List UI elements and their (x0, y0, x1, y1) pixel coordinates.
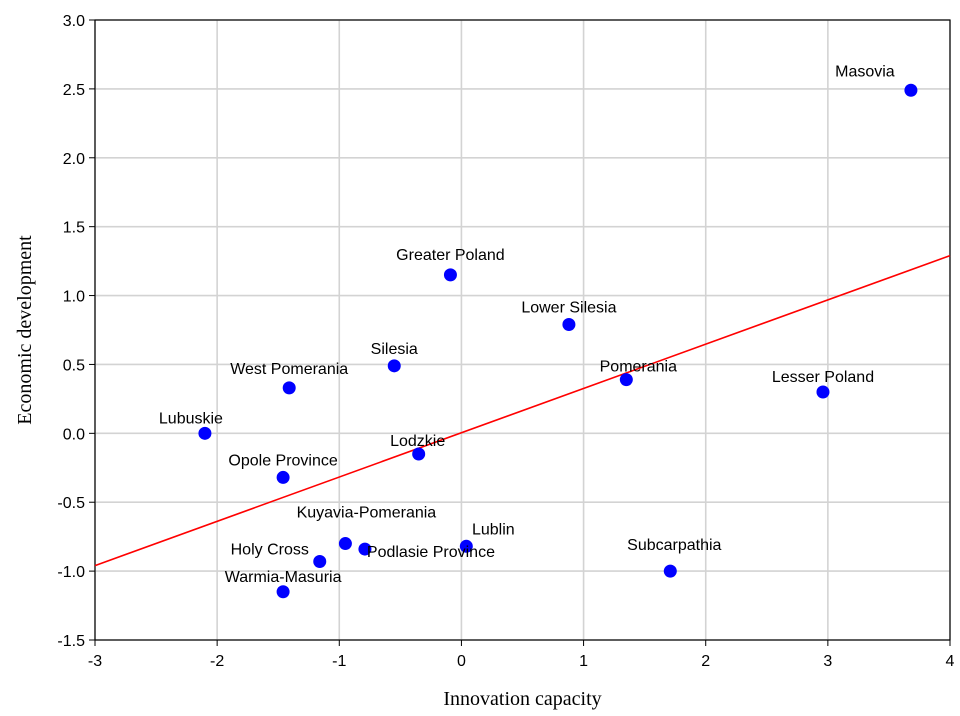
data-point (562, 317, 576, 331)
x-tick-label: -2 (210, 653, 224, 670)
data-point (459, 539, 473, 553)
y-tick-label: -1.5 (57, 633, 85, 650)
y-axis-ticks: -1.5 -1.0 -0.5 0.0 0.5 1.0 1.5 2.0 2.5 3.0 (57, 13, 95, 650)
y-tick-label: 1.5 (63, 220, 85, 237)
grid-lines (94, 19, 951, 641)
data-point (387, 359, 401, 373)
x-tick-label: 1 (579, 653, 588, 670)
y-tick-label: 2.0 (63, 151, 85, 168)
data-point (358, 542, 372, 556)
x-tick-label: -1 (332, 653, 346, 670)
data-point (412, 447, 426, 461)
data-point-label: Opole Province (228, 452, 337, 469)
y-tick-label: 1.0 (63, 289, 85, 306)
y-tick-label: 2.5 (63, 82, 85, 99)
data-point (663, 564, 677, 578)
x-tick-label: 2 (701, 653, 710, 670)
data-point-label: Masovia (835, 63, 895, 80)
y-tick-label: -0.5 (57, 495, 85, 512)
data-point-label: Kuyavia-Pomerania (297, 505, 437, 522)
data-point (282, 381, 296, 395)
data-point (619, 373, 633, 387)
data-point (443, 268, 457, 282)
x-tick-label: 4 (946, 653, 955, 670)
x-tick-label: -3 (88, 653, 102, 670)
data-point-label: Pomerania (600, 359, 677, 376)
data-point-label: Lublin (472, 521, 515, 538)
data-point-label: Holy Cross (231, 541, 309, 558)
data-point (313, 554, 327, 568)
x-axis-ticks: -3 -2 -1 0 1 2 3 4 (88, 640, 955, 670)
data-point-label: Silesia (371, 341, 418, 358)
data-point (198, 426, 212, 440)
data-point-label: Lubuskie (159, 410, 223, 427)
data-point-label: West Pomerania (230, 361, 348, 378)
data-point (276, 470, 290, 484)
y-axis-title: Economic development (14, 235, 36, 425)
regression-line (94, 254, 951, 567)
x-tick-label: 0 (457, 653, 466, 670)
data-point-label: Lodzkie (390, 433, 445, 450)
data-point-label: Greater Poland (396, 247, 505, 264)
data-point (904, 83, 918, 97)
data-point-label: Podlasie Province (367, 544, 495, 561)
data-point-label: Warmia-Masuria (225, 569, 342, 586)
data-points (198, 83, 918, 599)
plot-frame (94, 19, 951, 641)
y-tick-label: -1.0 (57, 564, 85, 581)
point-labels: Masovia Greater Poland Lower Silesia Silesi… (159, 63, 895, 586)
data-point-label: Lesser Poland (772, 369, 874, 386)
x-tick-label: 3 (823, 653, 832, 670)
data-point (338, 537, 352, 551)
data-point-label: Subcarpathia (627, 537, 721, 554)
y-tick-label: 0.5 (63, 357, 85, 374)
y-tick-label: 0.0 (63, 426, 85, 443)
y-tick-label: 3.0 (63, 13, 85, 30)
data-point (276, 585, 290, 599)
data-point-label: Lower Silesia (521, 299, 616, 316)
x-axis-title: Innovation capacity (443, 688, 601, 710)
data-point (816, 385, 830, 399)
